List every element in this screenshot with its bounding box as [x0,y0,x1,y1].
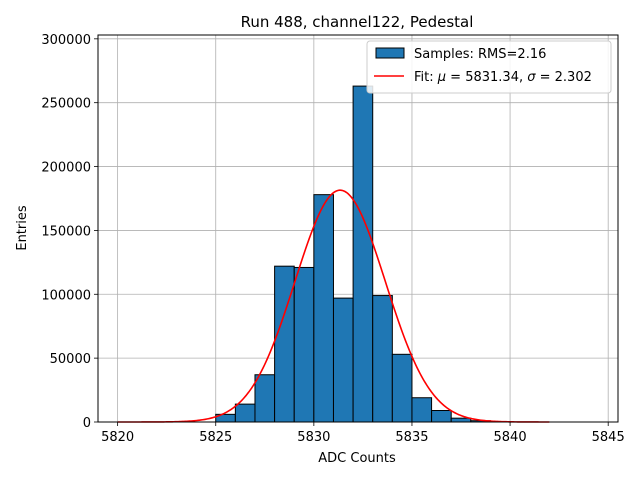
legend-fit-sigma-value: = 2.302 [535,70,591,85]
y-tick-label: 0 [83,416,91,431]
legend-fit-label: Fit: μ = 5831.34, σ = 2.302 [414,70,592,85]
histogram-bar [293,266,315,423]
legend-fit-mu-value: = 5831.34, [446,70,527,85]
histogram-bar [411,397,433,423]
histogram-bar [372,295,393,423]
histogram-bar [274,265,295,423]
legend-fit-mu-symbol: μ [437,70,446,85]
y-tick-label: 150000 [41,224,91,239]
y-tick-label: 50000 [50,352,91,367]
histogram-bar [391,353,413,423]
y-tick-label: 250000 [41,97,91,112]
x-tick-label: 5835 [395,430,428,445]
y-tick-label: 200000 [41,161,91,176]
plot-frame [97,34,619,423]
y-axis-ticks: 0 50000 100000 150000 200000 250000 300000 [41,33,98,431]
y-tick-label: 300000 [41,33,91,48]
legend: Samples: RMS=2.16 Fit: μ = 5831.34, σ = … [366,40,612,94]
histogram-bar [352,85,374,423]
histogram-bar [450,417,472,423]
legend-samples-label: Samples: RMS=2.16 [414,47,546,62]
legend-fit-sigma-symbol: σ [527,70,536,85]
x-tick-label: 5845 [592,430,625,445]
x-tick-label: 5820 [101,430,134,445]
legend-samples-swatch [375,47,405,59]
y-axis-label: Entries [15,205,30,251]
legend-fit-prefix: Fit: [414,70,438,85]
x-tick-label: 5830 [297,430,330,445]
y-tick-label: 100000 [41,288,91,303]
histogram-bars [215,85,491,423]
histogram-bar [234,403,256,423]
chart-title: Run 488, channel122, Pedestal [241,13,474,31]
x-tick-label: 5840 [494,430,527,445]
fit-curve [117,189,550,423]
x-tick-label: 5825 [199,430,232,445]
x-axis-label: ADC Counts [318,451,396,466]
histogram-bar [313,194,334,423]
x-axis-ticks: 5820 5825 5830 5835 5840 5845 [101,422,625,445]
histogram-bar [332,297,354,423]
histogram-bar [254,374,276,423]
histogram-bar [431,410,452,423]
legend-box [366,40,612,94]
